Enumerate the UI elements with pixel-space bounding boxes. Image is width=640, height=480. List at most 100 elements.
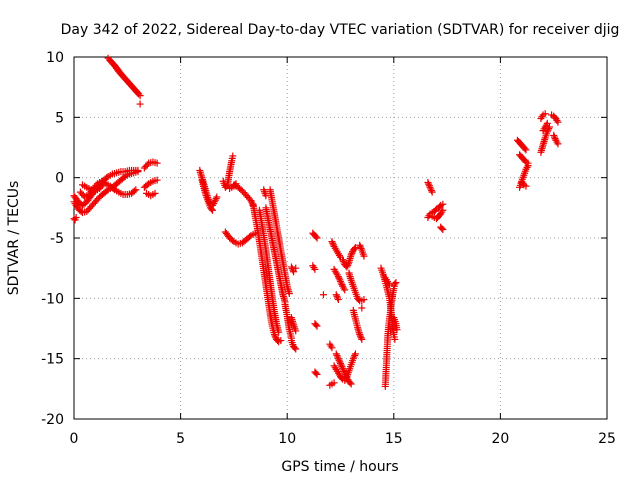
data-point bbox=[287, 263, 295, 271]
data-point bbox=[208, 205, 216, 213]
data-point bbox=[312, 369, 320, 377]
data-point bbox=[339, 364, 347, 372]
data-point bbox=[292, 345, 300, 353]
data-point bbox=[358, 304, 366, 312]
data-point bbox=[271, 332, 279, 340]
data-point bbox=[343, 263, 351, 271]
data-point bbox=[360, 252, 368, 260]
data-point bbox=[336, 276, 344, 284]
data-point bbox=[339, 256, 347, 264]
data-point bbox=[291, 344, 299, 352]
data-point bbox=[211, 198, 219, 206]
data-point bbox=[332, 291, 340, 299]
data-point bbox=[290, 268, 298, 276]
data-point bbox=[543, 128, 551, 136]
data-point bbox=[351, 351, 359, 359]
data-point bbox=[339, 257, 347, 265]
data-point bbox=[329, 239, 337, 247]
data-point bbox=[103, 187, 111, 195]
x-tick-label: 15 bbox=[385, 431, 403, 447]
data-point bbox=[334, 273, 342, 281]
data-point bbox=[311, 265, 319, 273]
data-point bbox=[285, 290, 293, 298]
data-point bbox=[425, 180, 433, 188]
data-point bbox=[350, 353, 358, 361]
data-point bbox=[338, 363, 346, 371]
x-tick-label: 10 bbox=[278, 431, 296, 447]
data-point bbox=[231, 181, 239, 189]
data-point bbox=[347, 251, 355, 259]
data-point bbox=[313, 234, 321, 242]
data-point bbox=[424, 178, 432, 186]
grid-lines bbox=[74, 57, 607, 419]
data-point bbox=[550, 133, 558, 141]
data-point bbox=[341, 371, 349, 379]
data-point bbox=[134, 166, 142, 174]
x-tick-label: 25 bbox=[598, 431, 616, 447]
data-point bbox=[344, 260, 352, 268]
data-point bbox=[427, 187, 435, 195]
data-point bbox=[425, 182, 433, 190]
data-point bbox=[100, 180, 108, 188]
chart-title: Day 342 of 2022, Sidereal Day-to-day VTE… bbox=[61, 22, 620, 38]
data-point bbox=[356, 243, 364, 251]
data-point bbox=[427, 185, 435, 193]
data-point bbox=[348, 249, 356, 257]
data-point bbox=[229, 152, 237, 160]
data-point bbox=[312, 321, 320, 329]
data-point bbox=[247, 197, 255, 205]
data-point bbox=[337, 361, 345, 369]
data-point bbox=[438, 224, 446, 232]
y-tick-label: -20 bbox=[41, 412, 64, 428]
data-point bbox=[313, 370, 321, 378]
x-tick-label: 20 bbox=[491, 431, 509, 447]
data-point bbox=[356, 331, 364, 339]
y-tick-label: -5 bbox=[50, 231, 64, 247]
x-tick-label: 5 bbox=[176, 431, 185, 447]
data-point bbox=[92, 181, 100, 189]
data-point bbox=[335, 274, 343, 282]
y-tick-label: -15 bbox=[41, 352, 64, 368]
data-point bbox=[211, 196, 219, 204]
data-point bbox=[310, 264, 318, 272]
data-point bbox=[332, 350, 340, 358]
data-point bbox=[246, 233, 254, 241]
y-tick-label: -10 bbox=[41, 291, 64, 307]
data-point bbox=[339, 366, 347, 374]
data-point bbox=[337, 277, 344, 285]
data-point bbox=[292, 327, 300, 335]
data-point bbox=[313, 322, 321, 330]
data-point bbox=[350, 245, 358, 253]
data-point bbox=[341, 286, 349, 294]
data-point bbox=[391, 280, 399, 288]
data-point bbox=[330, 379, 338, 387]
data-point bbox=[550, 131, 558, 139]
data-point bbox=[358, 335, 366, 343]
data-point bbox=[393, 326, 401, 334]
data-point bbox=[554, 140, 562, 148]
data-point bbox=[327, 342, 335, 350]
data-point bbox=[439, 200, 447, 208]
data-point bbox=[136, 100, 144, 108]
y-tick-label: 0 bbox=[55, 171, 64, 187]
data-point bbox=[209, 206, 217, 214]
data-point bbox=[428, 188, 436, 196]
x-axis-label: GPS time / hours bbox=[281, 459, 398, 475]
x-tick-label: 0 bbox=[70, 431, 79, 447]
data-point bbox=[143, 181, 151, 189]
data-point bbox=[319, 291, 327, 299]
data-point bbox=[554, 118, 562, 126]
data-point bbox=[120, 174, 128, 182]
data-point bbox=[426, 183, 434, 191]
data-point bbox=[130, 187, 138, 195]
data-point bbox=[143, 161, 151, 169]
data-point bbox=[334, 355, 342, 363]
y-tick-label: 5 bbox=[55, 110, 64, 126]
data-point bbox=[356, 241, 364, 249]
data-points bbox=[70, 54, 562, 390]
data-point bbox=[333, 292, 341, 300]
data-point bbox=[72, 213, 80, 221]
data-point bbox=[337, 279, 345, 287]
data-point bbox=[232, 180, 240, 188]
data-point bbox=[543, 119, 551, 127]
